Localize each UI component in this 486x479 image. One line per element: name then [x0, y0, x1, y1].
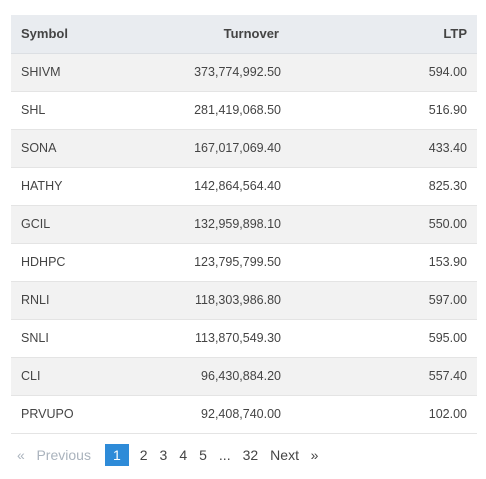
table-row[interactable]: RNLI 118,303,986.80 597.00	[11, 281, 477, 319]
turnover-table-container: Symbol Turnover LTP SHIVM 373,774,992.50…	[11, 15, 477, 434]
table-row[interactable]: SNLI 113,870,549.30 595.00	[11, 319, 477, 357]
table-row[interactable]: GCIL 132,959,898.10 550.00	[11, 205, 477, 243]
table-row[interactable]: PRVUPO 92,408,740.00 102.00	[11, 395, 477, 433]
cell-ltp: 102.00	[428, 407, 467, 421]
cell-ltp: 153.90	[428, 255, 467, 269]
pagination-page-4[interactable]: 4	[179, 447, 188, 463]
pagination-page-1[interactable]: 1	[104, 444, 129, 466]
cell-ltp: 433.40	[428, 141, 467, 155]
pagination-page-last[interactable]: 32	[242, 447, 259, 463]
column-header-turnover[interactable]: Turnover	[181, 15, 397, 54]
column-header-symbol[interactable]: Symbol	[11, 15, 181, 54]
pagination-page-3[interactable]: 3	[159, 447, 168, 463]
pagination-page-5[interactable]: 5	[199, 447, 207, 463]
table-row[interactable]: SHIVM 373,774,992.50 594.00	[11, 53, 477, 91]
table-header-row: Symbol Turnover LTP	[11, 15, 477, 54]
cell-turnover: 92,408,740.00	[201, 407, 281, 421]
cell-turnover: 281,419,068.50	[194, 103, 281, 117]
pagination-previous-button[interactable]: « Previous	[11, 444, 97, 466]
pagination-next-button[interactable]: Next »	[264, 444, 324, 466]
cell-turnover: 373,774,992.50	[194, 65, 281, 79]
cell-ltp: 516.90	[428, 103, 467, 117]
next-label: Next	[270, 447, 299, 463]
pagination-ellipsis: ...	[218, 447, 231, 463]
cell-ltp: 550.00	[428, 217, 467, 231]
pagination: « Previous 1 2 3 4 5 ... 32 Next »	[11, 444, 324, 466]
cell-symbol: HATHY	[21, 179, 63, 193]
cell-turnover: 113,870,549.30	[195, 331, 281, 345]
cell-symbol: CLI	[21, 369, 41, 383]
turnover-table: Symbol Turnover LTP SHIVM 373,774,992.50…	[11, 15, 477, 434]
cell-symbol: HDHPC	[21, 255, 66, 269]
cell-ltp: 825.30	[428, 179, 467, 193]
cell-symbol: SNLI	[21, 331, 49, 345]
cell-symbol: SONA	[21, 141, 57, 155]
cell-symbol: GCIL	[21, 217, 51, 231]
cell-turnover: 118,303,986.80	[195, 293, 281, 307]
cell-turnover: 96,430,884.20	[201, 369, 281, 383]
cell-turnover: 167,017,069.40	[194, 141, 281, 155]
table-row[interactable]: CLI 96,430,884.20 557.40	[11, 357, 477, 395]
cell-ltp: 597.00	[428, 293, 467, 307]
cell-ltp: 594.00	[428, 65, 467, 79]
column-header-ltp[interactable]: LTP	[397, 15, 477, 54]
cell-symbol: PRVUPO	[21, 407, 74, 421]
table-row[interactable]: SHL 281,419,068.50 516.90	[11, 91, 477, 129]
cell-symbol: SHL	[21, 103, 46, 117]
previous-label: Previous	[36, 447, 91, 463]
pagination-page-2[interactable]: 2	[139, 447, 148, 463]
table-row[interactable]: HDHPC 123,795,799.50 153.90	[11, 243, 477, 281]
table-row[interactable]: SONA 167,017,069.40 433.40	[11, 129, 477, 167]
cell-turnover: 123,795,799.50	[194, 255, 281, 269]
table-row[interactable]: HATHY 142,864,564.40 825.30	[11, 167, 477, 205]
double-chevron-left-icon: «	[17, 447, 25, 463]
cell-turnover: 132,959,898.10	[194, 217, 281, 231]
cell-turnover: 142,864,564.40	[194, 179, 281, 193]
cell-symbol: RNLI	[21, 293, 50, 307]
cell-ltp: 595.00	[428, 331, 467, 345]
cell-symbol: SHIVM	[21, 65, 61, 79]
double-chevron-right-icon: »	[310, 447, 319, 463]
cell-ltp: 557.40	[428, 369, 467, 383]
